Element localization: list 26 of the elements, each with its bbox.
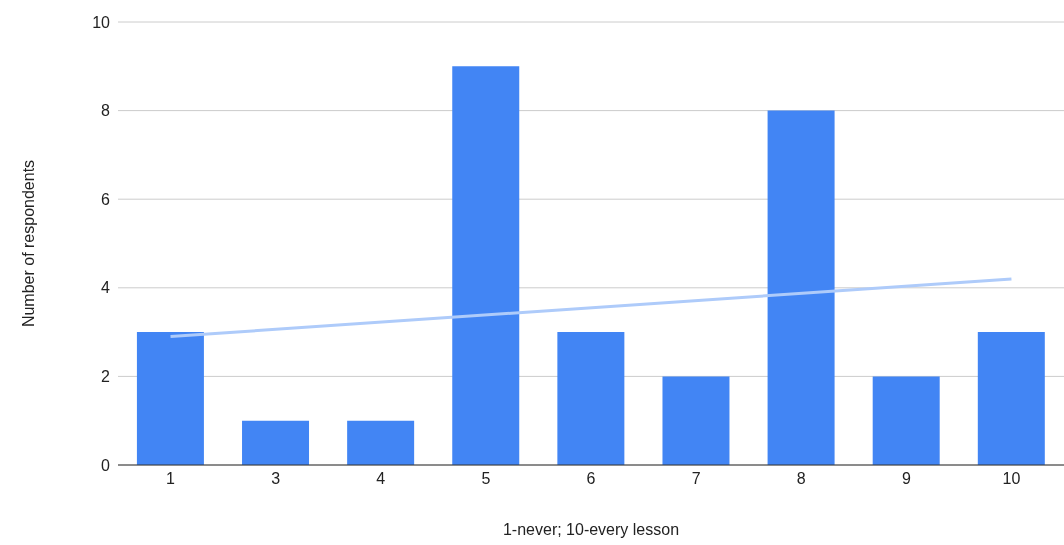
y-tick-label: 0	[101, 456, 111, 474]
bar	[242, 420, 310, 465]
bar	[136, 332, 204, 465]
x-tick-label: 3	[271, 470, 281, 488]
y-tick-label: 4	[101, 279, 111, 297]
y-tick-label: 10	[92, 13, 111, 31]
bar	[767, 110, 835, 465]
x-tick-label: 9	[901, 470, 911, 488]
bar	[347, 420, 415, 465]
x-tick-label: 5	[481, 470, 491, 488]
y-axis-title: Number of respondents	[19, 159, 37, 328]
x-tick-label: 7	[691, 470, 701, 488]
x-tick-label: 6	[586, 470, 596, 488]
bar	[452, 66, 520, 465]
x-tick-label: 8	[796, 470, 806, 488]
y-tick-label: 2	[101, 368, 111, 386]
x-tick-label: 1	[166, 470, 176, 488]
x-tick-label: 10	[1002, 470, 1021, 488]
y-tick-label: 6	[101, 190, 111, 208]
x-axis-title: 1-never; 10-every lesson	[502, 521, 680, 538]
bar	[662, 376, 730, 465]
bar	[557, 332, 625, 465]
y-tick-label: 8	[101, 102, 111, 120]
bar	[872, 376, 940, 465]
bar	[977, 332, 1045, 465]
x-tick-label: 4	[376, 470, 386, 488]
